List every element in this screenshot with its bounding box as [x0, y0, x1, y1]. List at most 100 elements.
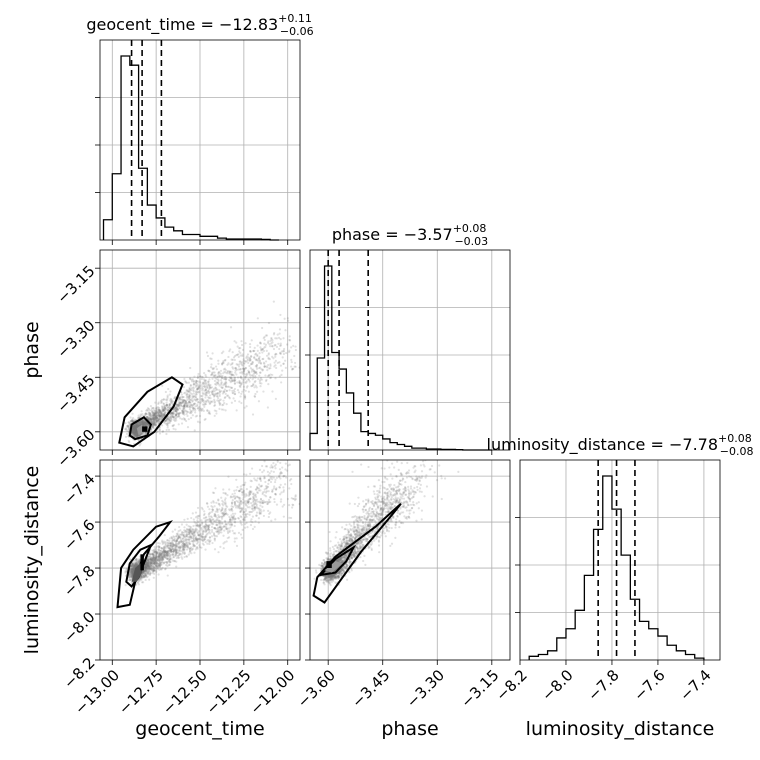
sample-point — [265, 378, 268, 381]
sample-point — [274, 467, 277, 470]
sample-point — [245, 515, 248, 518]
sample-point — [203, 418, 206, 421]
sample-point — [196, 375, 200, 378]
sample-point — [216, 517, 219, 520]
sample-point — [155, 412, 158, 415]
sample-point — [210, 525, 214, 529]
sample-point — [203, 392, 206, 395]
sample-point — [256, 359, 260, 362]
sample-point — [188, 529, 192, 532]
sample-point — [146, 558, 149, 562]
sample-point — [169, 556, 172, 559]
sample-point — [195, 538, 198, 541]
sample-point — [248, 373, 251, 376]
sample-point — [201, 508, 204, 511]
sample-point — [243, 483, 246, 487]
sample-point — [131, 570, 134, 573]
sample-point — [244, 381, 247, 384]
sample-point — [158, 410, 161, 413]
sample-point — [222, 525, 225, 528]
sample-point — [184, 400, 188, 403]
sample-point — [135, 434, 138, 437]
sample-point — [130, 570, 133, 573]
sample-point — [201, 539, 204, 543]
sample-point — [205, 381, 208, 384]
sample-point — [223, 525, 227, 528]
sample-point — [278, 375, 281, 378]
sample-point — [182, 407, 185, 411]
sample-point — [147, 417, 150, 420]
sample-point — [238, 502, 241, 505]
sample-point — [181, 412, 185, 416]
sample-point — [213, 371, 216, 374]
sample-point — [146, 566, 149, 569]
sample-point — [202, 381, 205, 385]
sample-point — [170, 550, 173, 553]
sample-point — [168, 558, 171, 561]
sample-point — [251, 384, 254, 388]
sample-point — [150, 428, 153, 431]
sample-point — [134, 427, 137, 430]
sample-point — [270, 464, 273, 467]
sample-point — [185, 404, 189, 407]
sample-point — [211, 508, 214, 511]
sample-point — [168, 420, 171, 423]
sample-point — [178, 405, 181, 408]
sample-point — [147, 423, 150, 427]
sample-point — [141, 420, 145, 423]
sample-point — [157, 418, 160, 421]
sample-point — [192, 407, 195, 410]
sample-point — [258, 351, 261, 355]
sample-point — [154, 412, 157, 415]
sample-point — [147, 413, 150, 416]
sample-point — [184, 401, 187, 405]
sample-point — [165, 560, 168, 564]
sample-point — [201, 521, 204, 524]
sample-point — [162, 409, 165, 412]
sample-point — [235, 537, 238, 540]
sample-point — [162, 558, 165, 561]
sample-point — [239, 500, 242, 504]
sample-point — [219, 379, 223, 382]
sample-point — [177, 551, 180, 554]
sample-point — [156, 559, 159, 562]
sample-point — [182, 542, 186, 545]
sample-point — [290, 516, 293, 520]
sample-point — [243, 493, 246, 497]
sample-point — [257, 400, 261, 403]
sample-point — [157, 413, 160, 417]
sample-point — [203, 510, 206, 513]
sample-point — [135, 422, 138, 425]
sample-point — [166, 552, 169, 555]
sample-point — [153, 416, 157, 420]
sample-point — [166, 557, 169, 560]
sample-point — [191, 540, 194, 543]
sample-point — [135, 433, 138, 436]
sample-point — [131, 420, 135, 423]
sample-point — [160, 414, 163, 418]
sample-point — [152, 556, 155, 559]
sample-point — [191, 512, 194, 515]
sample-point — [259, 341, 262, 344]
sample-point — [158, 409, 162, 412]
sample-point — [263, 490, 266, 494]
sample-point — [190, 387, 193, 390]
sample-point — [255, 505, 258, 508]
sample-point — [134, 427, 137, 430]
sample-point — [155, 564, 158, 567]
sample-point — [217, 519, 220, 522]
sample-point — [282, 489, 286, 492]
sample-point — [190, 411, 193, 414]
sample-point — [192, 529, 195, 532]
sample-point — [219, 375, 222, 378]
sample-point — [192, 543, 195, 546]
sample-point — [177, 534, 180, 538]
sample-point — [244, 513, 247, 516]
sample-point — [135, 430, 138, 433]
sample-point — [261, 502, 265, 505]
sample-point — [180, 393, 184, 396]
sample-point — [133, 427, 136, 430]
sample-point — [171, 411, 174, 415]
sample-point — [142, 422, 145, 425]
sample-point — [125, 428, 128, 431]
